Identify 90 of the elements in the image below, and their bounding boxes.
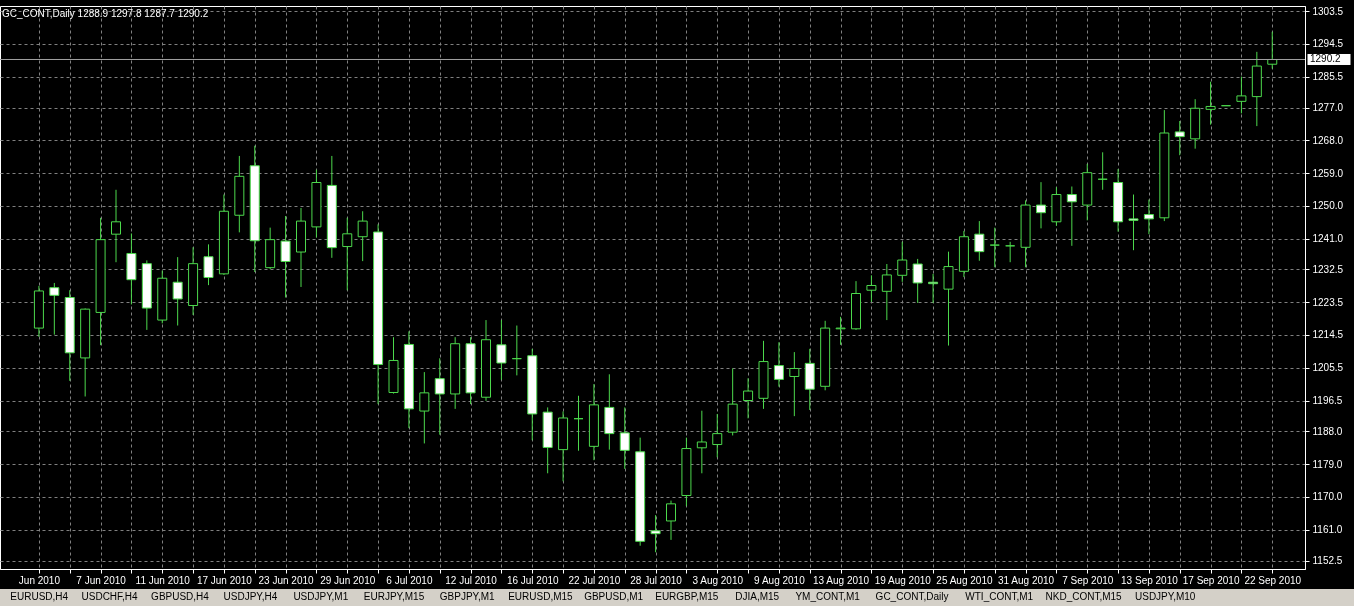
y-tick-label: 1223.5 [1312,296,1344,308]
x-tick-label: 25 Aug 2010 [936,574,993,586]
candlestick [866,274,877,303]
candlestick [1205,81,1216,126]
y-tick-label: 1188.0 [1312,425,1343,437]
x-tick-label: 6 Jul 2010 [386,574,433,586]
candlestick [773,341,784,388]
text: GC_CONT,Daily [875,591,949,602]
candlestick [835,316,846,346]
candlestick [49,282,60,336]
x-tick-label: 22 Jul 2010 [568,574,621,586]
candlestick [650,514,661,553]
ref-line-label: 1290.2 [1310,53,1342,65]
text: WTI_CONT,M1 [965,591,1034,602]
text: DJIA,M15 [735,591,780,602]
candlestick [419,371,430,444]
y-tick-label: 1259.0 [1312,167,1344,179]
x-tick-label: 3 Aug 2010 [692,574,744,586]
candlestick [280,215,291,299]
x-tick-label: 11 Jun 2010 [135,574,191,586]
y-tick-label: 1196.5 [1312,395,1343,406]
candlestick [434,357,445,436]
y-tick-label: 1285.5 [1312,71,1344,83]
y-tick-label: 1277.0 [1312,102,1344,114]
y-tick-label: 1294.5 [1312,38,1344,50]
y-tick-label: 1268.0 [1312,134,1344,146]
text: GBPUSD,M1 [584,591,644,602]
x-tick-label: 7 Sep 2010 [1062,574,1114,586]
x-tick-label: 28 Jul 2010 [630,574,683,586]
x-tick-label: Jun 2010 [18,574,61,586]
y-tick-label: 1205.5 [1312,362,1344,374]
text: USDJPY,M10 [1135,591,1196,602]
y-tick-label: 1232.5 [1312,263,1344,275]
x-tick-label: 23 Jun 2010 [258,574,315,586]
text: YM_CONT,M1 [795,591,861,602]
text: EURGBP,M15 [655,591,719,602]
candlestick [712,413,723,458]
candlestick [974,220,985,262]
y-tick-label: 1250.0 [1312,200,1344,212]
candlestick [943,251,954,347]
x-tick-label: 16 Jul 2010 [506,574,560,586]
text: USDCHF,H4 [81,591,139,602]
candlestick [881,263,892,321]
x-tick-label: 31 Aug 2010 [998,574,1055,586]
y-tick-label: 1179.0 [1312,458,1343,470]
candlestick [619,406,630,470]
y-tick-label: 1161.0 [1312,524,1343,536]
candlestick [666,500,676,541]
candlestick [897,241,908,283]
text: GBPUSD,H4 [151,591,210,602]
candlestick [342,217,353,291]
text: EURUSD,H4 [10,591,69,602]
candlestick [1174,120,1185,156]
candlestick [172,256,183,327]
y-tick-label: 1170.0 [1312,491,1343,503]
candlestick [696,410,707,474]
y-tick-label: 1303.5 [1312,5,1344,17]
x-tick-label: 29 Jun 2010 [320,574,376,586]
x-tick-label: 17 Sep 2010 [1182,574,1240,586]
x-tick-label: 9 Aug 2010 [754,574,806,586]
text: USDJPY,M1 [293,591,349,602]
candlestick [1036,181,1046,229]
text: EURJPY,M15 [363,591,425,602]
x-tick-label: 12 Jul 2010 [445,574,498,586]
candlestick [357,210,368,262]
text: NKD_CONT,M15 [1045,591,1123,602]
candlestick [1143,199,1154,235]
text: USDJPY,H4 [223,591,278,602]
y-tick-label: 1214.5 [1312,329,1344,341]
text: EURUSD,M15 [508,591,574,602]
candlestick [1066,186,1077,247]
x-tick-label: 19 Aug 2010 [874,574,932,586]
x-tick-label: 13 Sep 2010 [1121,574,1179,586]
candlestick [789,351,800,417]
x-tick-label: 22 Sep 2010 [1244,574,1302,586]
candlestick [203,243,214,286]
x-tick-label: 13 Aug 2010 [813,574,870,586]
candlestick [912,258,923,304]
chart-title: GC_CONT,Daily 1288.9 1297.8 1287.7 1290.2 [2,8,209,19]
y-tick-label: 1241.0 [1312,233,1344,245]
candlestick [496,319,507,381]
candlestick [989,227,1000,268]
candlestick [1128,194,1139,251]
candlestick [111,189,121,263]
x-tick-label: 7 Jun 2010 [76,574,127,586]
candlestick [1236,76,1247,114]
y-tick-label: 1152.5 [1312,555,1343,567]
x-tick-label: 17 Jun 2010 [196,574,253,586]
candlestick [743,377,754,419]
text: GBPJPY,M1 [439,591,496,602]
